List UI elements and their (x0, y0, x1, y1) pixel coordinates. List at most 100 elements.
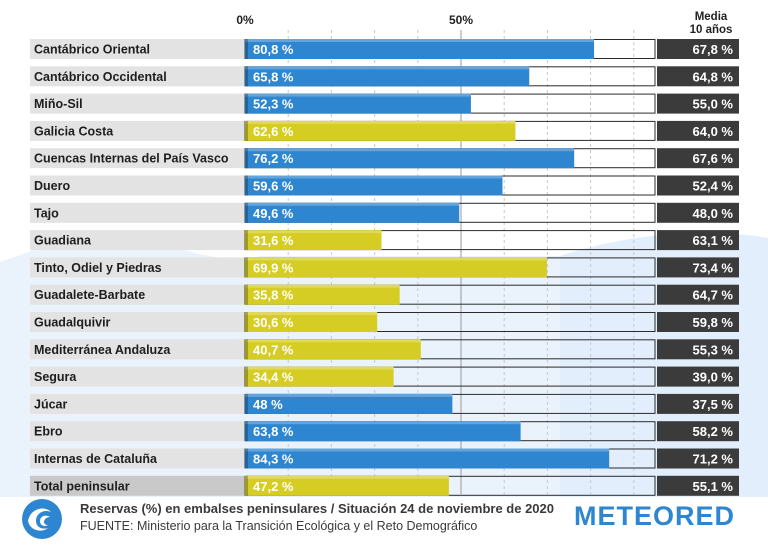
avg-cell (657, 175, 739, 196)
bar (245, 421, 521, 442)
avg-cell (657, 120, 739, 141)
chart-row: Cantábrico Oriental 80,8 % 67,8 % (30, 39, 739, 59)
bar-highlight (245, 393, 453, 397)
bar-highlight (245, 120, 516, 124)
bar (245, 475, 449, 496)
bar-edge (245, 202, 248, 223)
avg-cell (657, 393, 739, 414)
chart-row: Cuencas Internas del País Vasco 76,2 % 67,… (30, 148, 739, 169)
bar-edge (245, 448, 248, 469)
chart-rows: Cantábrico Oriental 80,8 % 67,8 % Cantábric… (30, 39, 739, 496)
bar-value-label: 52,3 % (253, 97, 294, 112)
avg-cell (657, 475, 739, 496)
bar-highlight (245, 312, 378, 315)
bar (245, 148, 575, 169)
bar-highlight (245, 202, 460, 206)
chart-row: Internas de Cataluña 84,3 % 71,2 % (30, 448, 739, 469)
category-label: Total peninsular (34, 479, 130, 493)
bar-edge (245, 93, 248, 114)
bar-value-label: 30,6 % (253, 315, 294, 330)
bar-value-label: 35,8 % (253, 288, 294, 303)
bar (245, 175, 503, 196)
avg-value-label: 39,0 % (693, 370, 734, 385)
bar-value-label: 59,6 % (253, 179, 294, 194)
bar-highlight (245, 175, 503, 179)
avg-value-label: 73,4 % (693, 260, 734, 275)
chart-row: Segura 34,4 % 39,0 % (30, 366, 739, 387)
bar-value-label: 63,8 % (253, 424, 294, 439)
chart-row: Mediterránea Andaluza 40,7 % 55,3 % (30, 339, 739, 360)
avg-cell (657, 421, 739, 442)
category-label: Mediterránea Andaluza (34, 343, 171, 357)
category-label: Guadiana (34, 234, 92, 248)
category-label: Galicia Costa (34, 124, 114, 138)
wave-swirl-icon (22, 499, 62, 539)
bar (245, 66, 530, 87)
bar-edge (245, 120, 248, 141)
category-label-bg (30, 202, 244, 223)
category-label-bg (30, 312, 244, 332)
category-label-bg (30, 66, 244, 87)
avg-value-label: 48,0 % (693, 206, 734, 221)
bar-value-label: 49,6 % (253, 206, 294, 221)
category-label-bg (30, 93, 244, 114)
bar (245, 93, 471, 114)
avg-value-label: 55,3 % (693, 342, 734, 357)
avg-value-label: 71,2 % (693, 452, 734, 467)
avg-header-label: 10 años (690, 24, 733, 36)
chart-row: Guadiana 31,6 % 63,1 % (30, 230, 739, 251)
bar-highlight (245, 339, 421, 343)
bar-edge (245, 284, 248, 305)
category-label: Tinto, Odiel y Piedras (34, 261, 162, 275)
category-label: Internas de Cataluña (34, 452, 158, 466)
category-label: Cuencas Internas del País Vasco (34, 152, 229, 166)
chart-row: Ebro 63,8 % 58,2 % (30, 421, 739, 442)
avg-cell (657, 366, 739, 387)
avg-cell (657, 202, 739, 223)
chart-row: Total peninsular 47,2 % 55,1 % (30, 475, 739, 496)
category-label-bg (30, 120, 244, 141)
chart-row: Miño-Sil 52,3 % 55,0 % (30, 93, 739, 114)
chart-row: Júcar 48 % 37,5 % (30, 393, 739, 414)
avg-value-label: 64,0 % (693, 124, 734, 139)
avg-value-label: 67,8 % (693, 42, 734, 57)
bar-edge (245, 421, 248, 442)
bar-highlight (245, 93, 471, 97)
category-label: Tajo (34, 206, 59, 220)
brand-logo: METEORED (574, 501, 736, 531)
bar-highlight (245, 230, 382, 234)
category-label: Cantábrico Occidental (34, 70, 167, 84)
bar-highlight (245, 39, 595, 42)
avg-cell (657, 339, 739, 360)
bar-edge (245, 148, 248, 169)
avg-value-label: 55,0 % (693, 97, 734, 112)
avg-value-label: 59,8 % (693, 315, 734, 330)
category-label-bg (30, 393, 244, 414)
category-label-bg (30, 475, 244, 496)
avg-cell (657, 39, 739, 59)
axis-tick-label: 0% (236, 13, 254, 27)
bar (245, 257, 547, 278)
chart-row: Galicia Costa 62,6 % 64,0 % (30, 120, 739, 141)
bar (245, 230, 382, 251)
category-label-bg (30, 148, 244, 169)
category-label: Guadalete-Barbate (34, 288, 145, 302)
bar-value-label: 34,4 % (253, 370, 294, 385)
avg-value-label: 58,2 % (693, 424, 734, 439)
chart-row: Tajo 49,6 % 48,0 % (30, 202, 739, 223)
bar-edge (245, 475, 248, 496)
bar-highlight (245, 284, 400, 288)
avg-value-label: 52,4 % (693, 179, 734, 194)
chart-row: Tinto, Odiel y Piedras 69,9 % 73,4 % (30, 257, 739, 278)
bar-highlight (245, 66, 530, 70)
bar-edge (245, 39, 248, 59)
category-label-bg (30, 230, 244, 251)
avg-value-label: 64,7 % (693, 288, 734, 303)
bar-highlight (245, 366, 394, 370)
bar-edge (245, 393, 248, 414)
category-label: Duero (34, 179, 70, 193)
avg-cell (657, 312, 739, 332)
bar (245, 284, 400, 305)
avg-cell (657, 148, 739, 169)
